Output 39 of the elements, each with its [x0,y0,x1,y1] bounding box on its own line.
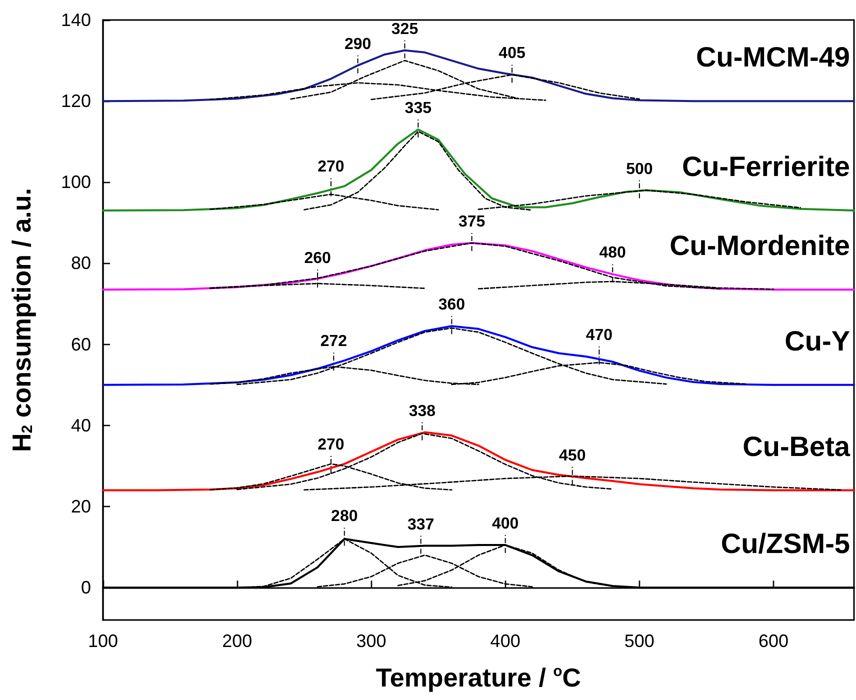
x-tick-label: 300 [356,631,386,651]
y-tick-label: 60 [70,334,91,354]
annotation: 325 [391,20,418,38]
y-tick-label: 0 [80,578,91,598]
annotation: 337 [407,516,434,534]
annotation: 375 [458,213,486,230]
annotation: 280 [331,508,358,526]
annotation: 360 [438,296,466,314]
annotation: 338 [408,402,436,420]
series-label: Cu-MCM-49 [696,42,850,73]
annotation: 335 [404,100,432,117]
y-tick-label: 100 [60,172,91,192]
annotation: 270 [318,158,344,176]
x-tick-label: 200 [222,631,252,651]
series-label: Cu-Ferrierite [682,151,850,182]
annotation: 480 [599,244,626,262]
y-tick-label: 80 [70,253,91,274]
annotation: 290 [344,36,372,53]
y-tick-label: 140 [60,10,91,30]
annotation: 260 [304,250,332,267]
x-tick-label: 600 [758,631,789,651]
series-label: Cu/ZSM-5 [720,528,850,560]
annotation: 450 [559,447,586,464]
series-label: Cu-Beta [742,430,850,462]
annotation: 400 [492,516,519,532]
annotation: 405 [498,45,526,62]
x-tick-label: 500 [624,631,654,651]
series-label: Cu-Mordenite [670,230,850,262]
y-tick-label: 20 [70,496,91,516]
annotation: 272 [320,333,348,350]
x-tick-label: 100 [88,631,118,651]
y-tick-label: 40 [70,415,91,436]
y-tick-label: 120 [60,91,91,112]
annotation: 270 [318,436,344,454]
x-tick-label: 400 [490,631,520,651]
annotation: 500 [626,160,653,178]
series-label: Cu-Y [784,325,850,356]
annotation: 470 [586,326,613,344]
y-axis-title: H2 consumption / a.u. [6,188,36,452]
